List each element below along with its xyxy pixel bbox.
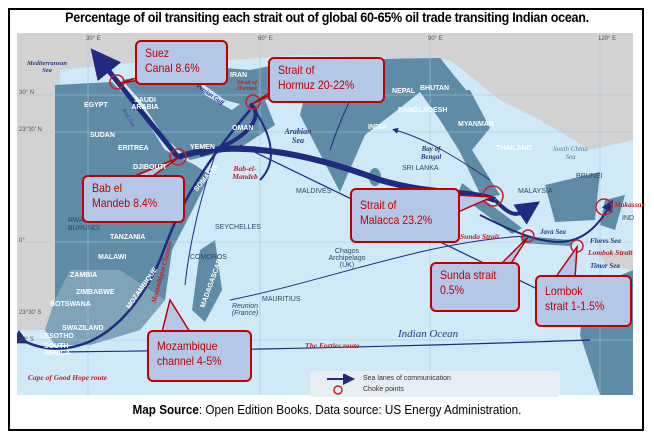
route-label: Cape of Good Hope route — [27, 373, 108, 382]
figure-title: Percentage of oil transiting each strait… — [65, 10, 589, 25]
country-label: BRUNEI — [576, 173, 603, 180]
map-legend: Sea lanes of communication Choke points — [310, 371, 560, 397]
country-label: EGYPT — [84, 102, 108, 109]
land-arabia — [122, 60, 310, 160]
strait-label: Sunda Strait — [460, 232, 499, 241]
grid-label: 90° E — [428, 36, 443, 42]
country-label: ZAMBIA — [70, 272, 98, 279]
route-east-africa — [184, 154, 216, 286]
strait-label: Lombok Strait — [588, 248, 633, 257]
callout-mozambique: Mozambique channel 4-5% — [147, 330, 252, 382]
country-label: SEYCHELLES — [215, 224, 261, 231]
country-label: SWAZILAND — [62, 325, 104, 332]
route-forties — [59, 339, 591, 353]
country-label: COMOROS — [190, 254, 227, 261]
callout-suez: Suez Canal 8.6% — [135, 40, 228, 85]
legend-symbols — [327, 374, 355, 395]
sea-label: Flores Sea — [590, 237, 621, 245]
land-borneo — [545, 172, 600, 222]
route-bengal — [392, 127, 491, 181]
country-label: SRI LANKA — [402, 165, 439, 172]
grid-label: 23°30' S — [19, 310, 42, 316]
land-southern-africa — [45, 270, 165, 345]
grid-label: 23°30' N — [19, 127, 42, 133]
strait-label: Makassar — [614, 200, 645, 209]
country-label: Reunion (France) — [231, 303, 259, 317]
country-label: MAURITIUS — [262, 296, 301, 303]
country-label: SAUDI ARABIA — [131, 97, 159, 111]
land-se-asia — [420, 90, 500, 198]
route-label: The Forties route — [305, 341, 360, 350]
country-label: MYANMAR — [458, 121, 494, 128]
land-madagascar — [192, 240, 222, 322]
callout-lombok: Lombok strait 1-1.5% — [535, 275, 632, 327]
country-label: MALAWI — [98, 254, 127, 261]
legend-lanes: Sea lanes of communication — [363, 375, 451, 382]
country-label: THAILAND — [496, 145, 532, 152]
sea-label: Java Sea — [540, 228, 566, 236]
country-label: BANGLADESH — [398, 107, 448, 114]
country-label: SOUTH AFRICA — [44, 343, 71, 357]
caption-source-label: Map Source — [132, 402, 199, 417]
choke-hormuz — [245, 94, 261, 110]
legend-choke: Choke points — [363, 386, 404, 393]
grid-label: 30° N — [19, 90, 35, 96]
callout-malacca: Strait of Malacca 23.2% — [350, 188, 460, 243]
choke-point-circle-icon — [333, 385, 343, 395]
route-lombok — [479, 199, 613, 243]
sea-label: Indian Ocean — [398, 328, 459, 340]
country-label: ZIMBABWE — [76, 289, 115, 296]
caption: Map Source: Open Edition Books. Data sou… — [33, 402, 622, 417]
choke-makassar — [595, 198, 613, 216]
route-main — [177, 145, 497, 203]
sea-lanes — [17, 48, 613, 353]
choke-sunda — [521, 229, 535, 243]
callout-bab-el-mandeb: Bab el Mandeb 8.4% — [82, 175, 185, 223]
sea-label: Bay of Bengal — [420, 145, 442, 161]
strait-label: Strait of Hormuz — [236, 80, 258, 92]
country-label: INDIA — [368, 124, 388, 131]
strait-label: Bab-el-Mandeb — [232, 164, 258, 181]
country-label: SUDAN — [90, 132, 115, 139]
callout-sunda: Sunda strait 0.5% — [430, 262, 520, 312]
country-label: DJIBOUTI — [133, 164, 166, 171]
country-label: ERITREA — [118, 145, 149, 152]
land-other — [17, 33, 633, 150]
grid-label: 120° E — [598, 36, 617, 42]
country-label: TANZANIA — [110, 234, 146, 241]
grid-label: 30° S — [19, 337, 34, 343]
country-label: BOTSWANA — [50, 301, 91, 308]
choke-bab — [169, 148, 187, 166]
route-cape — [17, 109, 251, 350]
figure-frame — [8, 8, 644, 431]
sea-label: South China Sea — [553, 145, 588, 161]
route-sunda — [229, 235, 529, 301]
country-label: IND — [622, 215, 635, 222]
sea-label: Mediterranean Sea — [26, 60, 68, 74]
country-label: OMAN — [232, 125, 254, 132]
country-label: BHUTAN — [420, 85, 450, 92]
sea-label: Arabian Sea — [284, 127, 312, 145]
caption-text: : Open Edition Books. Data source: US En… — [198, 402, 522, 417]
route-hormuz-2 — [249, 103, 272, 181]
land-west-africa — [17, 70, 60, 330]
callout-hormuz: Strait of Hormuz 20-22% — [268, 57, 385, 103]
country-label: LESOTHO — [40, 333, 74, 340]
country-label: Chagos Archipelago (UK) — [328, 248, 366, 269]
country-label: MALDIVES — [296, 188, 332, 195]
persian-gulf-water — [200, 82, 240, 110]
route-malacca-exit — [493, 198, 540, 225]
grid-label: 0° — [19, 238, 25, 244]
grid-label: 60° E — [258, 36, 273, 42]
country-label: IRAN — [230, 72, 248, 79]
country-label: YEMEN — [190, 144, 215, 151]
land-new-guinea — [600, 250, 633, 270]
country-label: MALAYSIA — [518, 188, 553, 195]
country-label: BURUNDI — [68, 225, 100, 232]
sea-label: Timor Sea — [590, 262, 620, 270]
grid-label: 30° E — [86, 36, 101, 42]
country-label: NEPAL — [392, 88, 416, 95]
